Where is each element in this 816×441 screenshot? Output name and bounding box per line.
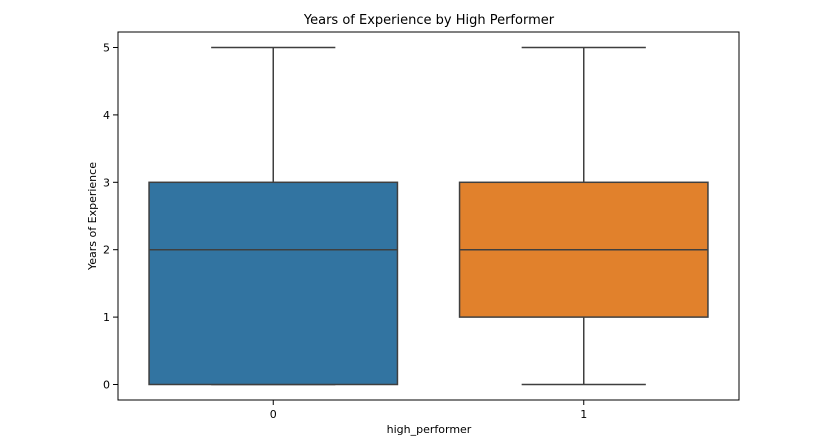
box-group-1: [458, 46, 709, 386]
x-axis-label: high_performer: [387, 423, 472, 436]
chart-title: Years of Experience by High Performer: [303, 13, 555, 28]
iqr-box: [148, 181, 399, 386]
y-tick-label: 5: [103, 42, 110, 55]
y-tick-label: 0: [103, 378, 110, 391]
y-tick-label: 1: [103, 311, 110, 324]
boxes-layer: [148, 46, 709, 386]
y-tick-label: 3: [103, 176, 110, 189]
y-tick-label: 4: [103, 109, 110, 122]
x-tick-label: 0: [270, 408, 277, 421]
x-tick-label: 1: [580, 408, 587, 421]
box-group-0: [148, 46, 399, 386]
y-axis-ticks: 0 1 2 3 4 5: [103, 42, 118, 391]
y-tick-label: 2: [103, 244, 110, 257]
plot-frame: [117, 31, 740, 401]
y-axis-label: Years of Experience: [86, 162, 99, 271]
